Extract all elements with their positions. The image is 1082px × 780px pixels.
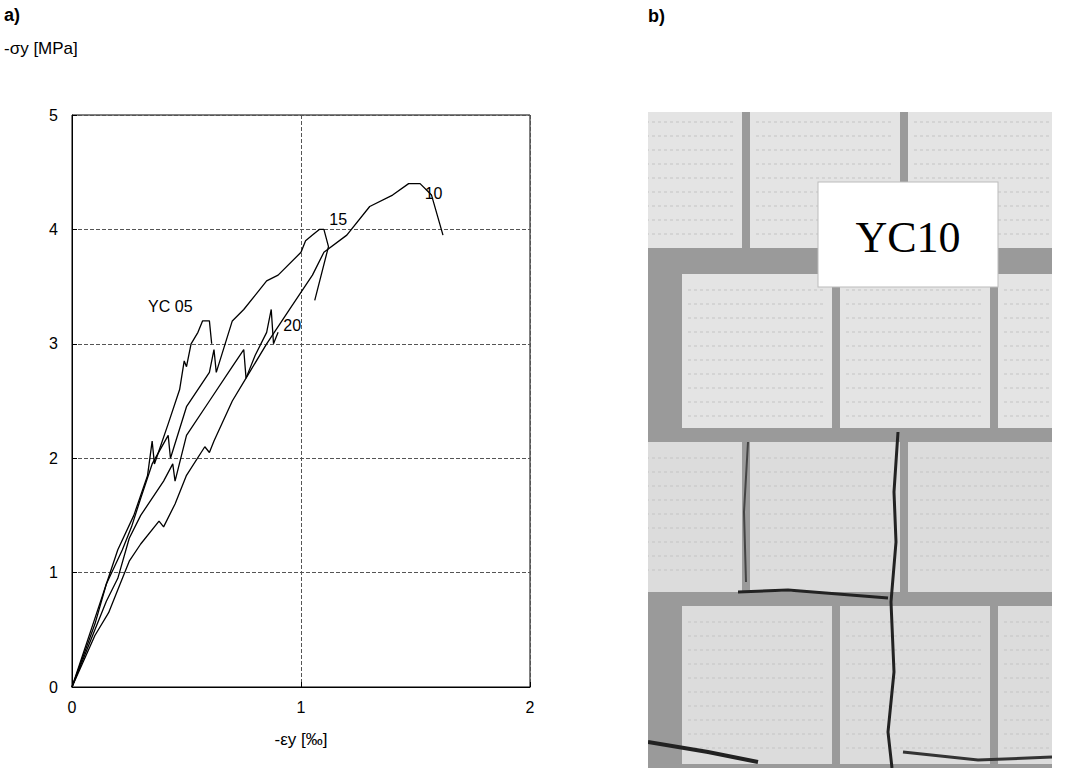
svg-text:YC10: YC10 bbox=[855, 213, 960, 262]
svg-text:1: 1 bbox=[297, 699, 306, 716]
svg-text:0: 0 bbox=[49, 679, 58, 696]
svg-text:2: 2 bbox=[526, 699, 535, 716]
svg-text:YC 05: YC 05 bbox=[148, 298, 193, 315]
html-text:b): b) bbox=[648, 6, 665, 26]
svg-text:-εy [‰]: -εy [‰] bbox=[275, 730, 328, 749]
svg-text:-σy [MPa]: -σy [MPa] bbox=[4, 39, 78, 58]
svg-text:4: 4 bbox=[49, 221, 58, 238]
svg-text:a): a) bbox=[4, 5, 20, 25]
svg-text:20: 20 bbox=[283, 317, 301, 334]
svg-text:15: 15 bbox=[329, 211, 347, 228]
svg-text:3: 3 bbox=[49, 335, 58, 352]
svg-text:5: 5 bbox=[49, 107, 58, 124]
svg-text:0: 0 bbox=[68, 699, 77, 716]
svg-text:1: 1 bbox=[49, 564, 58, 581]
svg-text:10: 10 bbox=[425, 185, 443, 202]
svg-text:2: 2 bbox=[49, 450, 58, 467]
